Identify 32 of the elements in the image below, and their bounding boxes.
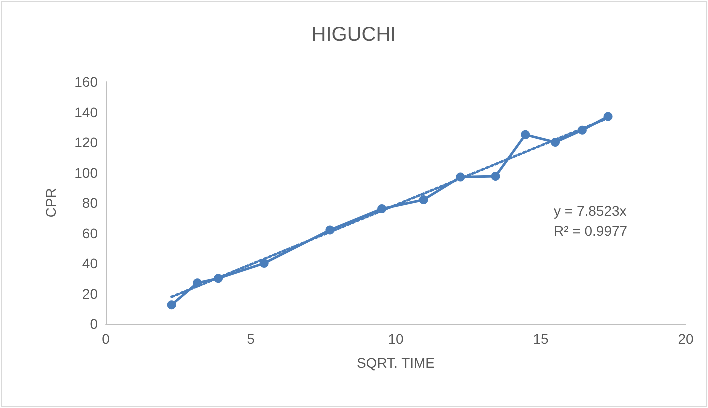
x-tick-label: 10 [388, 331, 404, 347]
y-tick-label: 20 [82, 286, 98, 302]
point [604, 112, 613, 122]
annotation: R² = 0.9977 [554, 223, 628, 239]
point [326, 226, 335, 235]
x-tick-label: 0 [102, 331, 110, 347]
y-axis-title: CPR [43, 188, 59, 218]
point [167, 300, 176, 310]
point [214, 274, 224, 284]
point [551, 138, 560, 147]
y-tick-label: 100 [74, 164, 98, 181]
y-tick-label: 120 [74, 134, 98, 150]
y-tick-label: 160 [74, 74, 98, 90]
point [456, 172, 466, 182]
x-tick-label: 20 [678, 331, 694, 347]
y-tick-label: 140 [74, 104, 98, 120]
y-tick-label: 60 [82, 225, 98, 242]
y-tick-label: 80 [82, 195, 98, 211]
point [378, 204, 387, 214]
point [491, 172, 500, 182]
point [419, 195, 428, 204]
annotation: y = 7.8523x [554, 203, 627, 219]
y-tick-label: 0 [90, 316, 98, 332]
chart-title: HIGUCHI [312, 24, 396, 46]
point [193, 278, 202, 288]
x-tick-label: 15 [533, 331, 549, 347]
point [260, 259, 269, 268]
point [578, 126, 587, 135]
point [521, 130, 530, 140]
x-tick-label: 5 [247, 331, 256, 347]
x-axis-title: SQRT. TIME [356, 355, 436, 371]
y-tick-label: 40 [82, 256, 98, 272]
